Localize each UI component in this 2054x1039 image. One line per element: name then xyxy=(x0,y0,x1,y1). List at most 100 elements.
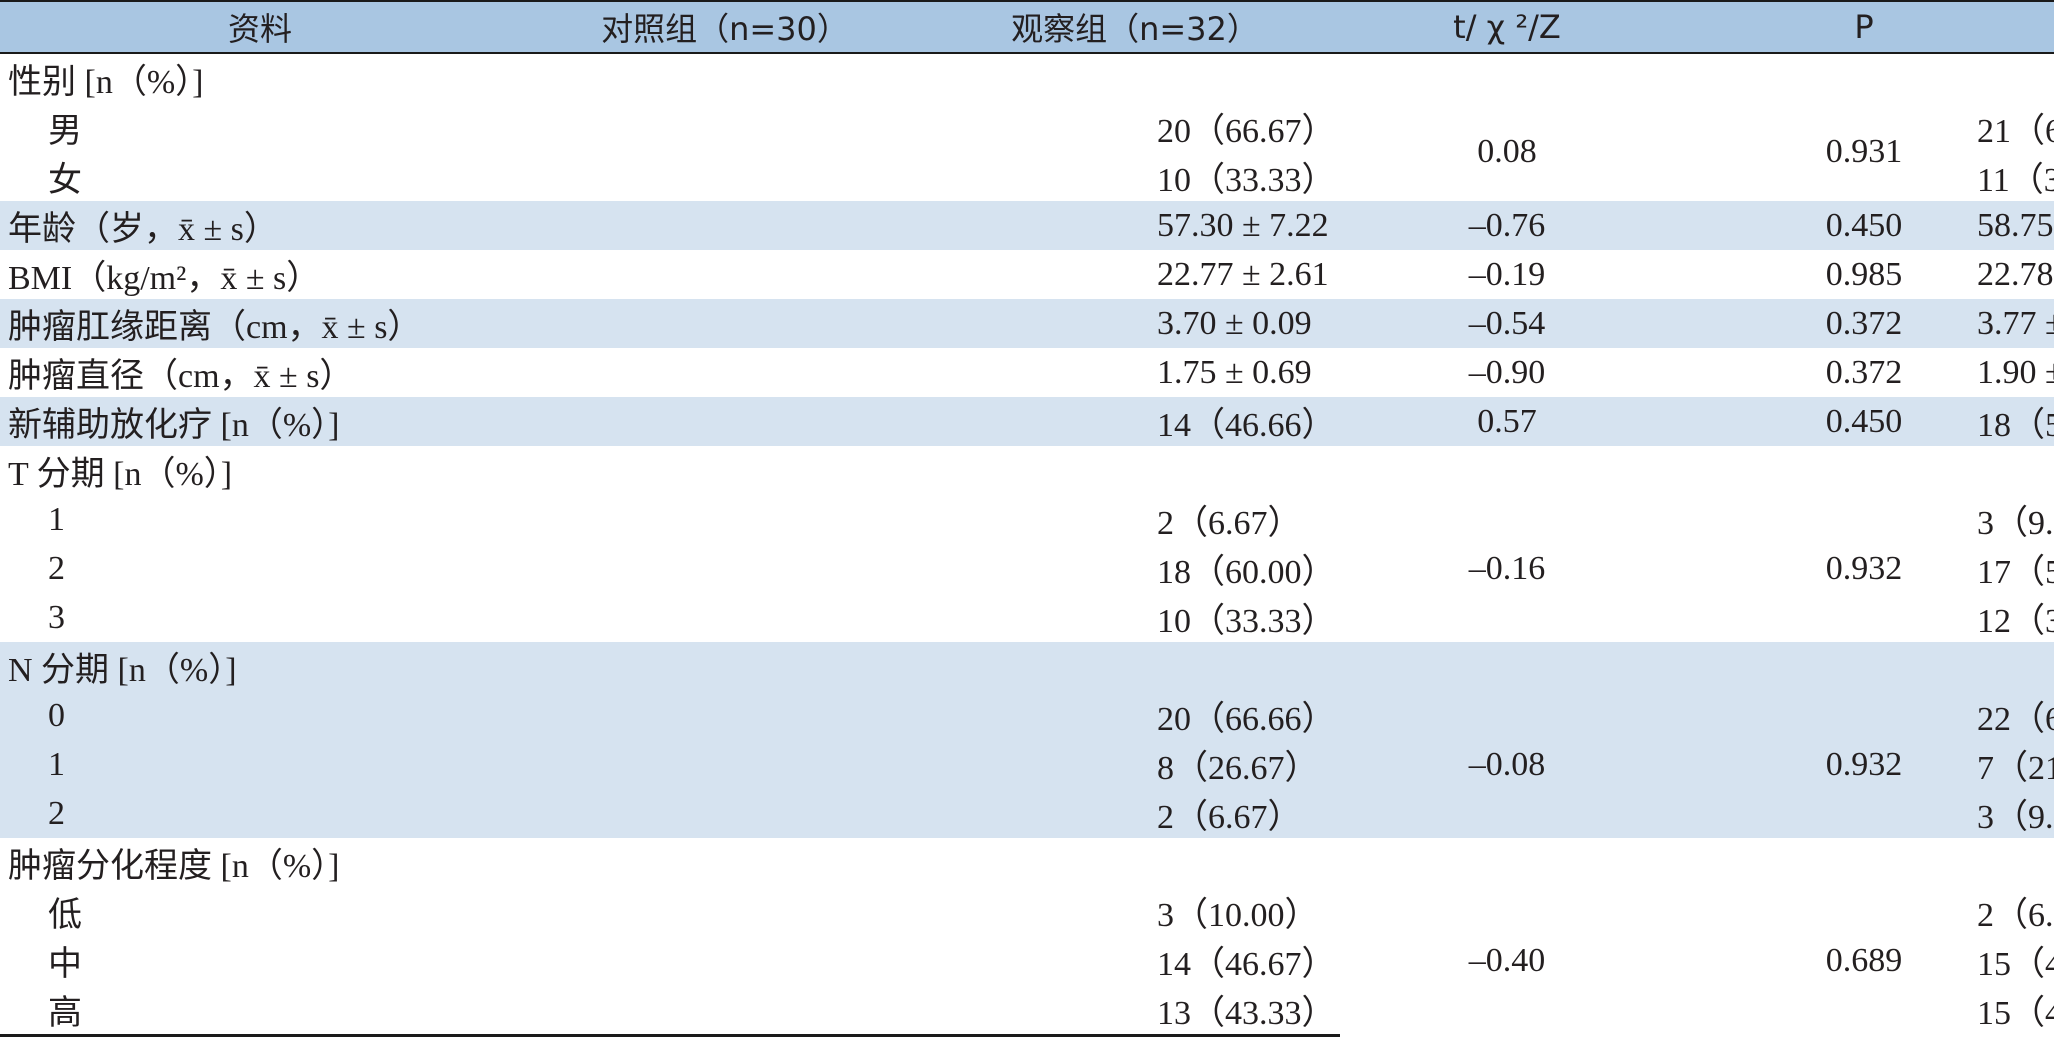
control-value: 20（66.67） xyxy=(1157,113,1336,150)
row-label: 2 xyxy=(48,549,65,587)
row-label: 性别 [n（%）] xyxy=(8,64,204,101)
row-label: 年龄（岁，x̄ ± s） xyxy=(0,201,520,250)
row-label: 男 xyxy=(48,113,82,150)
control-value xyxy=(520,446,930,495)
observation-value: 3（9.37） xyxy=(930,789,2054,838)
statistic-value: –0.19 xyxy=(1468,255,1546,293)
table-row: T 分期 [n（%）] xyxy=(0,446,2054,495)
statistic-value: 0.08 xyxy=(1477,133,1537,170)
control-value: 3.70 ± 0.09 xyxy=(520,299,1312,348)
header-cell-item: 资料 xyxy=(0,0,520,54)
observation-value: 15（46.88） xyxy=(930,985,2054,1037)
control-value: 3（10.00） xyxy=(1157,897,1319,934)
observation-value: 3.77 ± 0.09 xyxy=(930,299,2054,348)
control-value: 10（33.33） xyxy=(1157,162,1336,199)
table-body: 性别 [n（%）]男20（66.67）21（65.62）0.080.931女10… xyxy=(0,53,2054,1037)
table-row: 肿瘤直径（cm，x̄ ± s） 1.75 ± 0.69 1.90 ± 0.68 –0.… xyxy=(0,348,2054,397)
table-row: 3 10（33.33） 12（37.50） xyxy=(0,593,2054,642)
observation-value xyxy=(930,446,1340,495)
observation-value: 22.78 ± 3.39 xyxy=(1977,255,2054,293)
table-row: 女 10（33.33） 11（34.38） xyxy=(0,152,2054,201)
row-label: 肿瘤直径（cm，x̄ ± s） xyxy=(8,358,354,395)
control-value xyxy=(520,53,930,103)
control-value: 57.30 ± 7.22 xyxy=(520,201,1329,250)
observation-value: 3（9.38） xyxy=(1977,505,2054,542)
table-row: 男 20（66.67） 21（65.62） 0.08 0.931 xyxy=(0,103,2054,170)
statistic-value: –0.16 xyxy=(1468,549,1546,587)
table-row: 2 18（60.00） 17（53.12） xyxy=(0,544,2054,593)
observation-value xyxy=(930,642,1340,691)
p-value xyxy=(1674,642,2054,691)
row-label: N 分期 [n（%）] xyxy=(0,642,520,691)
p-value xyxy=(1674,838,2054,887)
table-row: 新辅助放化疗 [n（%）]14（46.66）18（56.25）0.570.450 xyxy=(0,397,2054,446)
statistic-value xyxy=(1340,642,1674,691)
table-row: 低 3（10.00） 2（6.24） –0.40 0.689 xyxy=(0,887,2054,979)
row-label: 肿瘤分化程度 [n（%）] xyxy=(8,848,340,885)
control-value: 2（6.67） xyxy=(520,789,1302,838)
table-header: 资料 对照组（n=30） 观察组（n=32） t/ χ ²/Z P xyxy=(0,0,2054,54)
statistic-value xyxy=(1340,446,1674,495)
p-value xyxy=(1674,446,2054,495)
control-value: 14（46.66） xyxy=(520,397,1336,446)
row-label: T 分期 [n（%）] xyxy=(8,456,233,493)
statistic-value: –0.76 xyxy=(1340,201,1674,250)
control-value xyxy=(520,642,930,691)
statistic-value xyxy=(1340,53,1674,103)
control-value: 14（46.67） xyxy=(1157,946,1336,983)
header-row: 资料 对照组（n=30） 观察组（n=32） t/ χ ²/Z P xyxy=(0,0,2054,54)
p-value: 0.372 xyxy=(1825,353,1903,391)
table-row: 020（66.66）22（68.75）–0.080.932 xyxy=(0,691,2054,838)
observation-value: 22（68.75） xyxy=(930,691,2054,740)
observation-value: 12（37.50） xyxy=(1977,603,2054,640)
row-label: 女 xyxy=(48,162,82,199)
row-label: 1 xyxy=(0,740,520,789)
observation-value: 21（65.62） xyxy=(1977,113,2054,150)
p-value: 0.450 xyxy=(1674,201,2054,250)
row-label: 高 xyxy=(0,985,520,1037)
table-row: 高13（43.33）15（46.88） xyxy=(0,985,2054,1037)
p-value xyxy=(1674,53,2054,103)
statistic-value: –0.90 xyxy=(1468,353,1546,391)
control-value: 18（60.00） xyxy=(1157,554,1336,591)
p-value: 0.985 xyxy=(1825,255,1903,293)
table-row: N 分期 [n（%）] xyxy=(0,642,2054,691)
table-row: 肿瘤分化程度 [n（%）] xyxy=(0,838,2054,887)
observation-value: 18（56.25） xyxy=(930,397,2054,446)
control-value: 8（26.67） xyxy=(520,740,1319,789)
p-value: 0.932 xyxy=(1825,549,1903,587)
p-value: 0.931 xyxy=(1825,133,1903,170)
observation-value: 2（6.24） xyxy=(1977,897,2054,934)
statistic-value: 0.57 xyxy=(1340,397,1674,446)
control-value: 13（43.33） xyxy=(520,985,1336,1037)
row-label: 新辅助放化疗 [n（%）] xyxy=(0,397,520,446)
statistic-value: –0.40 xyxy=(1468,942,1546,980)
observation-value: 1.90 ± 0.68 xyxy=(1977,353,2054,391)
table-row: 肿瘤肛缘距离（cm，x̄ ± s）3.70 ± 0.093.77 ± 0.09–… xyxy=(0,299,2054,348)
control-value: 2（6.67） xyxy=(1157,505,1302,542)
observation-value xyxy=(930,53,1340,103)
table-row: 性别 [n（%）] xyxy=(0,53,2054,103)
control-value: 1.75 ± 0.69 xyxy=(1157,353,1312,391)
statistic-value xyxy=(1340,838,1674,887)
observation-value xyxy=(930,838,1340,887)
row-label: 中 xyxy=(48,946,82,983)
control-value: 10（33.33） xyxy=(1157,603,1336,640)
control-value: 20（66.66） xyxy=(520,691,1336,740)
header-cell-control: 对照组（n=30） xyxy=(520,0,930,54)
observation-value: 58.75 ± 7.75 xyxy=(930,201,2054,250)
row-label: BMI（kg/m²，x̄ ± s） xyxy=(8,260,321,297)
observation-value: 11（34.38） xyxy=(1977,162,2054,199)
table-row: 22（6.67）3（9.37） xyxy=(0,789,2054,838)
control-value xyxy=(520,838,930,887)
p-value: 0.932 xyxy=(1674,691,2054,838)
observation-value: 15（46.88） xyxy=(1977,946,2054,983)
row-label: 3 xyxy=(48,598,65,636)
row-label: 低 xyxy=(48,897,82,934)
row-label: 2 xyxy=(0,789,520,838)
statistic-value: –0.08 xyxy=(1340,691,1674,838)
table-row: BMI（kg/m²，x̄ ± s） 22.77 ± 2.61 22.78 ± 3.3… xyxy=(0,250,2054,299)
row-label: 肿瘤肛缘距离（cm，x̄ ± s） xyxy=(0,299,520,348)
